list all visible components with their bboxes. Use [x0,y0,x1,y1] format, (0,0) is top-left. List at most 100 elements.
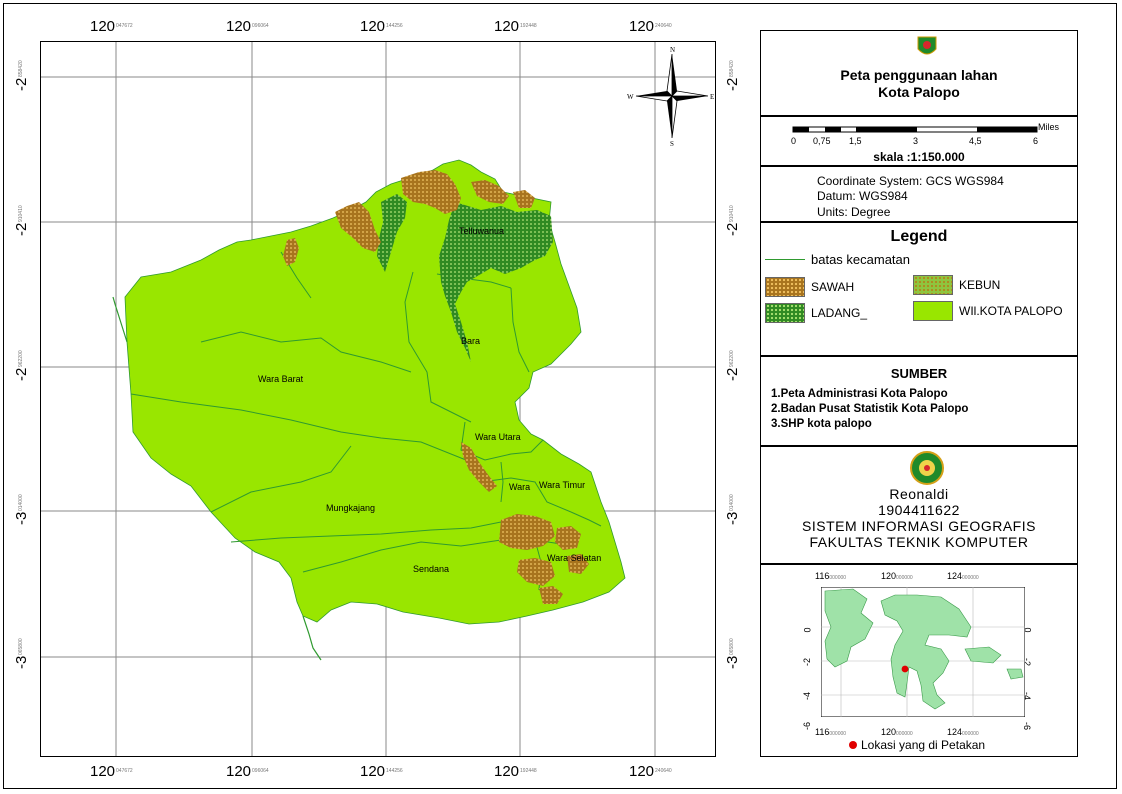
bottom-tick-4: 120192448 [494,763,537,780]
author-dept: SISTEM INFORMASI GEOGRAFIS [802,518,1036,534]
kota-palopo-area[interactable] [124,159,626,625]
sawah-swatch [765,277,805,297]
scale-panel: Miles 0 0,75 1,5 3 4,5 6 skala :1:150.00… [760,116,1078,166]
svg-text:S: S [670,140,674,148]
left-tick-2: -2910410 [13,205,30,237]
map-canvas: Telluwanua Bara Wara Barat Wara Utara Wa… [41,42,715,756]
bottom-tick-1: 120047672 [90,763,133,780]
inset-map[interactable] [821,587,1025,717]
author-panel: Reonaldi 1904411622 SISTEM INFORMASI GEO… [760,446,1078,564]
inset-top-tick-2: 120000000 [881,571,913,581]
datum: Datum: WGS984 [817,189,908,203]
sawah-zones [283,170,589,604]
inset-side-tick-2: -4 [802,691,813,701]
bottom-tick-5: 120240640 [629,763,672,780]
legend-ladang: LADANG_ [765,303,867,323]
ladang-swatch [765,303,805,323]
label-wara-barat: Wara Barat [258,374,304,384]
location-marker-icon [901,665,909,673]
west-boundary-line [112,296,128,343]
top-tick-3: 120144256 [360,18,403,35]
label-wara: Wara [509,482,530,492]
right-tick-5: -3065800 [724,638,741,670]
sources-list: 1.Peta Administrasi Kota Palopo 2.Badan … [771,387,968,432]
scale-tick-2: 1,5 [849,136,862,146]
svg-text:W: W [627,93,634,101]
author-faculty: FAKULTAS TEKNIK KOMPUTER [809,534,1029,550]
bottom-tick-3: 120144256 [360,763,403,780]
palopo-emblem-icon [917,36,937,55]
right-tick-2: -2910410 [724,205,741,237]
kebun-swatch [913,275,953,295]
author-info: Reonaldi 1904411622 SISTEM INFORMASI GEO… [761,486,1077,550]
sources-title: SUMBER [890,366,948,381]
legend-title: Legend [890,228,948,245]
ladang-zones [377,194,553,362]
left-tick-3: -2962200 [13,350,30,382]
scale-text: skala :1:150.000 [873,150,965,164]
left-tick-1: -2858420 [13,60,30,92]
inset-top-tick-3: 124000000 [947,571,979,581]
author-name: Reonaldi [889,486,949,502]
coordinate-system: Coordinate System: GCS WGS984 [817,174,1004,188]
wil-swatch [913,301,953,321]
left-tick-4: -3014000 [13,494,30,526]
sulawesi-region [824,588,1024,710]
label-wara-utara: Wara Utara [475,432,521,442]
south-boundary-line [302,615,322,661]
left-tick-5: -3065800 [13,638,30,670]
label-sendana: Sendana [413,564,449,574]
university-emblem-icon [910,451,944,485]
sources-panel: SUMBER 1.Peta Administrasi Kota Palopo 2… [760,356,1078,446]
map-title: Peta penggunaan lahan Kota Palopo [840,67,998,100]
legend-panel: Legend batas kecamatan SAWAH KEBUN LADAN… [760,222,1078,356]
coordinate-panel: Coordinate System: GCS WGS984 Datum: WGS… [760,166,1078,222]
top-tick-5: 120240640 [629,18,672,35]
label-telluwanua: Telluwanua [459,226,504,236]
source-item: 3.SHP kota palopo [771,418,872,430]
scale-tick-1: 0,75 [813,136,831,146]
main-map[interactable]: Telluwanua Bara Wara Barat Wara Utara Wa… [40,41,716,757]
inset-side-tick-0: 0 [802,627,813,633]
inset-caption: Lokasi yang di Petakan [849,738,985,752]
boundary-line-swatch [765,259,805,260]
top-tick-4: 120192448 [494,18,537,35]
legend-kebun: KEBUN [913,275,1000,295]
scale-unit: Miles [1038,122,1060,132]
label-mungkajang: Mungkajang [326,503,375,513]
scale-tick-4: 4,5 [969,136,982,146]
inset-side-tick-1: -2 [802,657,813,667]
compass-rose-icon: N S E W [627,46,714,148]
right-tick-1: -2858420 [724,60,741,92]
top-tick-1: 120047672 [90,18,133,35]
units: Units: Degree [817,205,891,219]
inset-right-tick-3: -6 [1022,721,1033,731]
title-panel: Peta penggunaan lahan Kota Palopo [760,30,1078,116]
scale-tick-0: 0 [791,136,797,146]
legend-boundary: batas kecamatan [765,252,910,267]
right-tick-3: -2962200 [724,350,741,382]
inset-panel: 116000000 120000000 124000000 116000000 … [760,564,1078,757]
inset-bottom-tick-3: 124000000 [947,727,979,737]
inset-side-tick-3: -6 [802,721,813,731]
author-id: 1904411622 [878,502,960,518]
legend-sawah: SAWAH [765,277,854,297]
svg-text:N: N [670,46,675,54]
inset-bottom-tick-2: 120000000 [881,727,913,737]
map-frame [3,3,1117,789]
location-dot-icon [849,741,857,749]
scale-tick-5: 6 [1033,136,1039,146]
label-bara: Bara [461,336,480,346]
inset-bottom-tick-1: 116000000 [815,727,847,737]
legend-wil: WIl.KOTA PALOPO [913,301,1063,321]
source-item: 1.Peta Administrasi Kota Palopo [771,388,948,400]
bottom-tick-2: 120096064 [226,763,269,780]
label-wara-timur: Wara Timur [539,480,585,490]
district-boundaries [130,251,602,591]
right-tick-4: -3014000 [724,494,741,526]
scale-bar [792,126,1038,133]
label-wara-selatan: Wara Selatan [547,553,601,563]
top-tick-2: 120096064 [226,18,269,35]
inset-top-tick-1: 116000000 [815,571,847,581]
svg-text:E: E [710,93,714,101]
